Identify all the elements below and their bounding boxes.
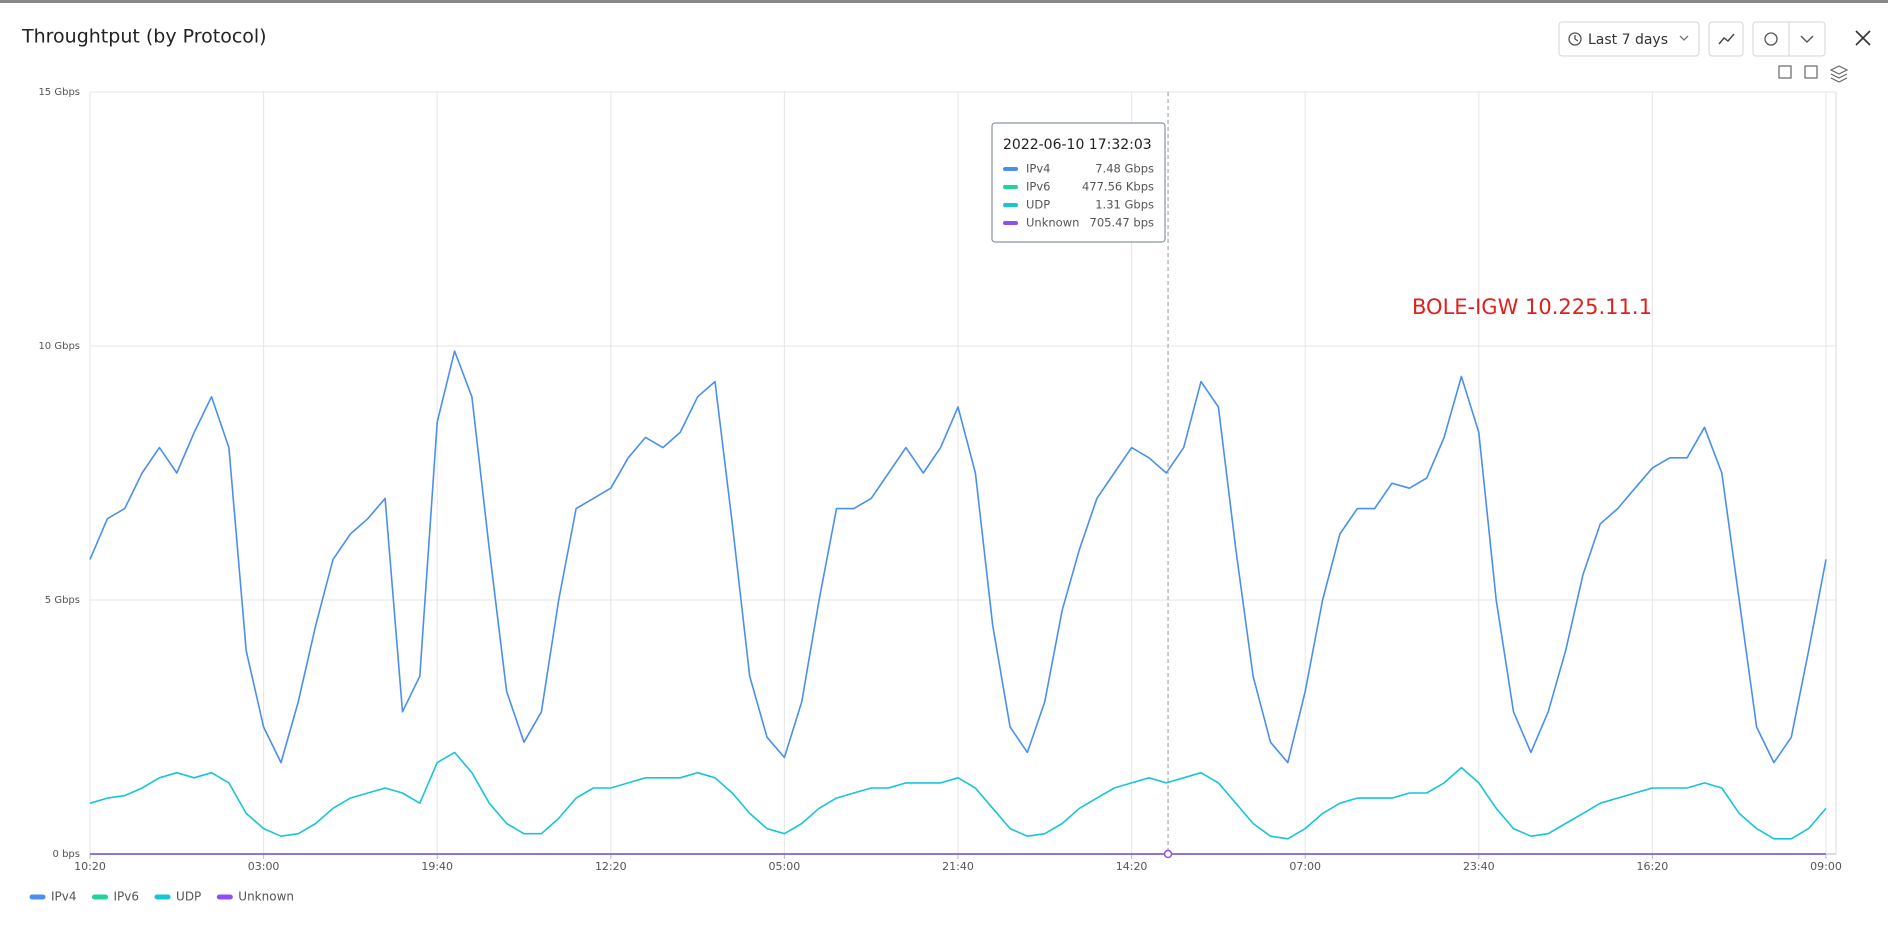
x-tick-label: 05:00 [769,860,801,873]
close-button[interactable] [1855,30,1871,46]
legend-label: IPv6 [114,890,140,904]
series-line [89,751,1827,840]
tooltip-name: UDP [1026,198,1050,212]
hover-point [1163,849,1173,859]
chart-tools[interactable] [1778,65,1849,83]
range-button[interactable]: Last 7 days [1558,21,1700,57]
tooltip-name: Unknown [1026,216,1079,230]
x-tick-label: 23:40 [1463,860,1495,873]
x-tick-label: 14:20 [1116,860,1148,873]
x-tick-label: 19:40 [421,860,453,873]
x-tick-label: 21:40 [942,860,974,873]
tooltip-value: 1.31 Gbps [1095,198,1154,212]
x-tick-label: 12:20 [595,860,627,873]
x-tick-label: 03:00 [248,860,280,873]
y-tick-label: 10 Gbps [38,341,80,352]
tooltip [991,122,1166,243]
y-tick-label: 5 Gbps [45,595,80,606]
legend-label: IPv4 [51,890,77,904]
tooltip-name: IPv4 [1026,162,1050,176]
x-tick-label: 10:20 [74,860,106,873]
tooltip-name: IPv6 [1026,180,1050,194]
annotation: BOLE-IGW 10.225.11.1 [1412,295,1652,319]
tooltip-value: 477.56 Kbps [1082,180,1154,194]
x-tick-label: 09:00 [1810,860,1842,873]
top-bar [0,0,1888,3]
legend-label: Unknown [238,890,294,904]
legend-label: UDP [176,890,201,904]
y-tick-label: 0 bps [53,849,80,860]
panel-title: Throughtput (by Protocol) [21,26,267,48]
x-tick-label: 16:20 [1637,860,1669,873]
y-tick-label: 15 Gbps [38,87,80,98]
series-line [89,350,1827,764]
tooltip-title: 2022-06-10 17:32:03 [1003,137,1152,153]
x-tick-label: 07:00 [1289,860,1321,873]
tooltip-value: 7.48 Gbps [1095,162,1154,176]
compare-button[interactable] [1708,21,1744,57]
range-label: Last 7 days [1588,32,1668,48]
tooltip-value: 705.47 bps [1090,216,1155,230]
refresh-button[interactable] [1752,21,1826,57]
